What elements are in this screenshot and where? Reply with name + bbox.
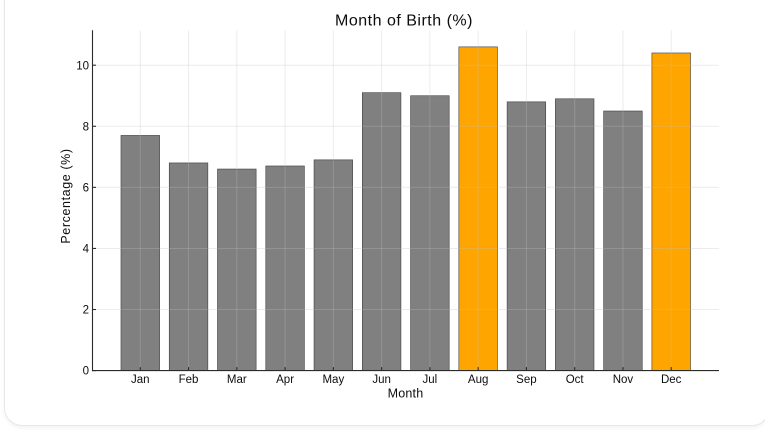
svg-text:Percentage (%): Percentage (%) — [59, 148, 73, 243]
svg-text:Dec: Dec — [661, 374, 682, 386]
svg-text:Nov: Nov — [613, 374, 634, 386]
svg-text:Jun: Jun — [372, 374, 391, 386]
svg-text:2: 2 — [83, 305, 89, 317]
svg-text:Aug: Aug — [468, 374, 488, 386]
svg-text:Month: Month — [388, 387, 424, 401]
svg-text:0: 0 — [83, 366, 89, 378]
svg-text:10: 10 — [76, 60, 89, 72]
svg-text:Month of Birth (%): Month of Birth (%) — [335, 13, 473, 30]
svg-text:Apr: Apr — [276, 374, 294, 386]
svg-text:Sep: Sep — [516, 374, 536, 386]
svg-text:May: May — [322, 374, 344, 386]
svg-text:Mar: Mar — [227, 374, 247, 386]
svg-text:4: 4 — [83, 244, 90, 256]
svg-text:Jul: Jul — [423, 374, 438, 386]
svg-text:Feb: Feb — [179, 374, 199, 386]
svg-text:Oct: Oct — [566, 374, 585, 386]
svg-text:6: 6 — [83, 182, 89, 194]
svg-text:8: 8 — [83, 121, 89, 133]
svg-text:Jan: Jan — [131, 374, 150, 386]
